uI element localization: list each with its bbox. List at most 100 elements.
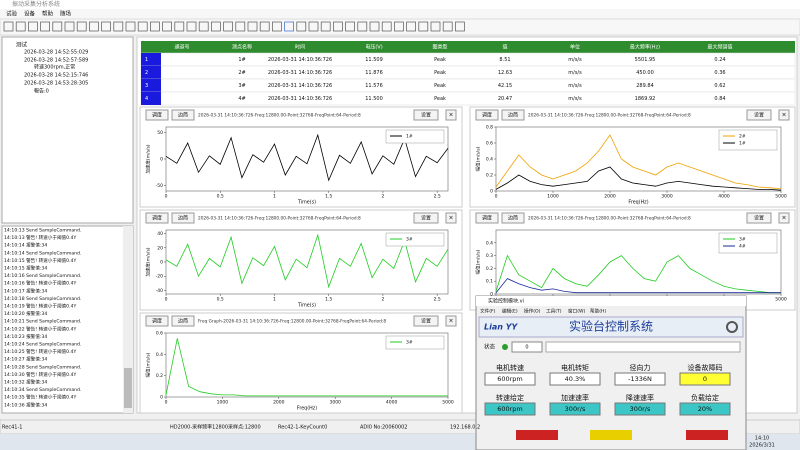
chart-button[interactable] (145, 315, 169, 327)
settings-button[interactable] (746, 212, 772, 224)
x-tick-label: 3000 (329, 400, 341, 406)
tool-button[interactable] (52, 21, 63, 32)
tool-button[interactable] (89, 21, 99, 32)
chart-button[interactable] (475, 212, 499, 224)
y-tick-label: 0 (160, 260, 163, 266)
tool-button[interactable] (137, 21, 148, 32)
close-button[interactable] (445, 109, 457, 121)
close-button[interactable] (778, 212, 790, 224)
tool-button[interactable] (381, 21, 392, 32)
tool-button[interactable] (113, 21, 124, 32)
dialog-menu-item[interactable]: 窗口(W) (568, 308, 586, 315)
tool-button[interactable] (211, 21, 221, 32)
tree-item[interactable]: 2026-03-28 14:52:55:029 (24, 50, 88, 56)
chart-button[interactable] (145, 212, 169, 224)
menu-item[interactable]: 设备 (24, 10, 36, 18)
settings-button[interactable] (746, 109, 772, 121)
tool-button[interactable] (125, 21, 136, 32)
tree-item[interactable]: 转速300rpm,正常 (34, 64, 75, 71)
tool-button[interactable] (162, 21, 172, 32)
tool-button[interactable] (198, 21, 209, 32)
dialog-menu-item[interactable]: 帮助(H) (590, 308, 606, 315)
settings-button[interactable] (413, 109, 439, 121)
setpoints-box[interactable] (484, 402, 536, 416)
tool-button[interactable] (101, 21, 111, 32)
tool-button[interactable] (308, 21, 319, 32)
tool-button[interactable] (369, 21, 380, 32)
legend (385, 129, 445, 144)
close-button[interactable] (445, 315, 457, 327)
tool-button[interactable] (406, 21, 416, 32)
close-button[interactable] (445, 212, 457, 224)
x-tick-label: 4000 (386, 400, 398, 406)
tool-button[interactable] (320, 21, 331, 32)
tool-button[interactable] (455, 21, 465, 32)
control-button[interactable] (516, 430, 558, 440)
menu-item[interactable]: 帮助 (42, 10, 54, 18)
table-cell: 0.36 (714, 70, 725, 76)
tool-button[interactable] (3, 21, 14, 32)
dialog-menu-item[interactable]: 工具(T) (546, 309, 562, 315)
settings-button[interactable] (413, 315, 439, 327)
chart-button[interactable] (501, 212, 525, 224)
tool-button[interactable] (247, 21, 258, 32)
tool-button[interactable] (174, 21, 185, 32)
tree-item[interactable]: 報告:0 (34, 88, 49, 95)
tool-button[interactable] (15, 21, 26, 32)
y-tick-label: 0.1 (486, 279, 493, 285)
tool-button[interactable] (345, 21, 355, 32)
chart-button[interactable] (171, 212, 195, 224)
tool-button[interactable] (296, 21, 307, 32)
tool-button[interactable] (40, 21, 50, 32)
tool-button[interactable] (28, 21, 38, 32)
menu-item[interactable]: 试验 (6, 10, 18, 18)
dialog-menu-item[interactable]: 操作(O) (524, 308, 541, 315)
tool-button[interactable] (223, 21, 233, 32)
control-button[interactable] (686, 430, 728, 440)
settings-button[interactable] (413, 212, 439, 224)
tree-item[interactable]: 2026-03-28 14:52:15:746 (24, 73, 88, 79)
tool-button[interactable] (430, 21, 441, 32)
setpoints-box[interactable] (679, 402, 731, 416)
tool-button[interactable] (259, 21, 270, 32)
tool-button[interactable] (333, 21, 343, 32)
chart-button[interactable] (171, 109, 195, 121)
setpoints-box[interactable] (614, 402, 666, 416)
tool-button[interactable] (284, 21, 294, 32)
legend (385, 232, 445, 247)
chart-button[interactable] (501, 109, 525, 121)
tool-button[interactable] (272, 21, 282, 32)
close-button[interactable] (778, 109, 790, 121)
control-button[interactable] (590, 430, 632, 440)
dialog-menu-item[interactable]: 编辑(E) (502, 308, 518, 315)
readouts-value: 40.3% (565, 375, 586, 383)
menu-item[interactable]: 随场 (60, 10, 72, 18)
table-cell: 0.84 (714, 96, 725, 102)
tool-button[interactable] (235, 21, 246, 32)
chart-button[interactable] (145, 109, 169, 121)
dialog-heading: 实验台控制系统 (569, 319, 653, 334)
status-label: 状态 (484, 343, 496, 351)
setpoints-value: 300r/s (630, 405, 651, 413)
setpoints-box[interactable] (549, 402, 601, 416)
tool-button[interactable] (394, 21, 404, 32)
tool-button[interactable] (357, 21, 368, 32)
tool-button[interactable] (64, 21, 75, 32)
table-cell: 2026-03-31 14:10:36:726 (268, 96, 332, 102)
chart-button[interactable] (475, 109, 499, 121)
settings-label: 设置 (754, 215, 764, 222)
tree-item[interactable]: 2026-03-28 14:52:57:589 (24, 58, 88, 64)
x-axis-label: Time(s) (297, 303, 316, 309)
tool-button[interactable] (186, 21, 197, 32)
tool-button[interactable] (76, 21, 87, 32)
table-cell: 1 (145, 57, 148, 63)
tool-button[interactable] (442, 21, 453, 32)
dialog-menu-item[interactable]: 文件(F) (480, 308, 496, 315)
chart-button[interactable] (171, 315, 195, 327)
tool-button[interactable] (150, 21, 160, 32)
tree-item[interactable]: 2026-03-28 14:53:28:305 (24, 81, 88, 87)
row-marker (141, 92, 161, 105)
tool-button[interactable] (418, 21, 429, 32)
table-cell: m/s/s (568, 83, 582, 89)
scroll-thumb[interactable] (124, 368, 132, 408)
